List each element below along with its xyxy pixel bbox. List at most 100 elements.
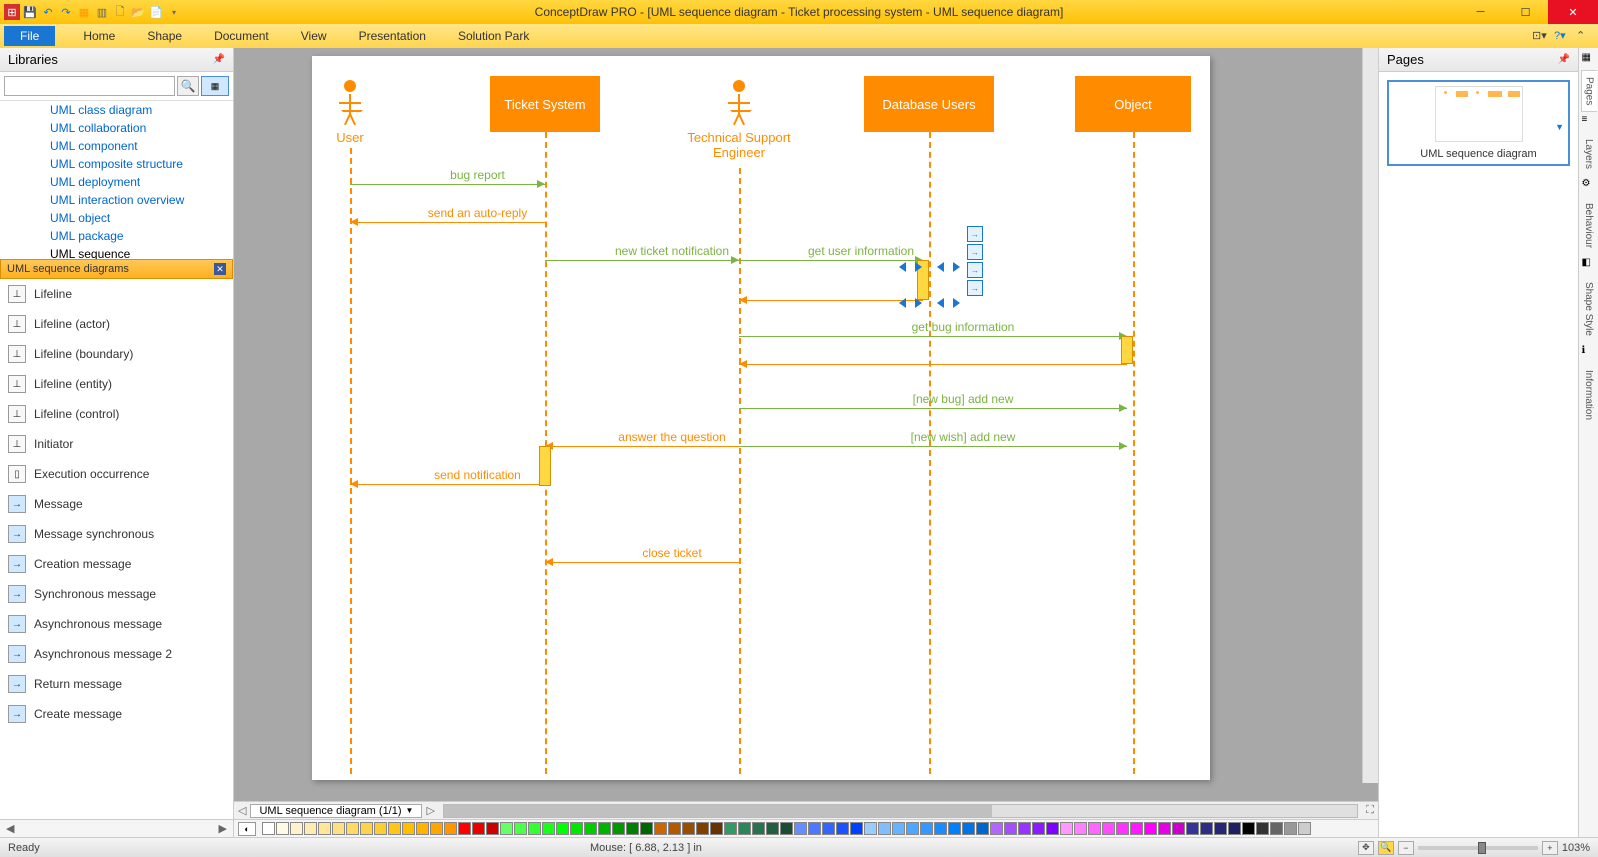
color-swatch[interactable] <box>864 822 877 835</box>
color-swatch[interactable] <box>1228 822 1241 835</box>
shape-item[interactable]: →Creation message <box>0 549 233 579</box>
color-swatch[interactable] <box>906 822 919 835</box>
color-swatch[interactable] <box>598 822 611 835</box>
status-tool-2-icon[interactable]: 🔍 <box>1378 841 1394 855</box>
selection-handle-icon[interactable]: → <box>967 244 983 260</box>
library-close-icon[interactable]: ✕ <box>214 263 226 275</box>
message-line[interactable] <box>350 484 545 485</box>
undo-icon[interactable]: ↶ <box>40 4 56 20</box>
selection-arrow-icon[interactable] <box>915 298 922 308</box>
selection-handle-icon[interactable]: → <box>967 226 983 242</box>
color-swatch[interactable] <box>794 822 807 835</box>
color-swatch[interactable] <box>1284 822 1297 835</box>
message-line[interactable] <box>739 336 1127 337</box>
lifeline-actor[interactable]: Technical SupportEngineer <box>709 80 769 160</box>
color-swatch[interactable] <box>262 822 275 835</box>
color-swatch[interactable] <box>878 822 891 835</box>
color-swatch[interactable] <box>1018 822 1031 835</box>
save-icon[interactable]: 💾 <box>22 4 38 20</box>
shape-item[interactable]: →Return message <box>0 669 233 699</box>
color-swatch[interactable] <box>444 822 457 835</box>
color-swatch[interactable] <box>682 822 695 835</box>
shape-item[interactable]: →Asynchronous message <box>0 609 233 639</box>
color-swatch[interactable] <box>836 822 849 835</box>
page-tab-prev-icon[interactable]: ◁ <box>234 804 250 817</box>
color-swatch[interactable] <box>976 822 989 835</box>
app-icon[interactable]: ⊞ <box>4 4 20 20</box>
vertical-tab[interactable]: Pages <box>1581 70 1597 112</box>
shape-item[interactable]: ▯Execution occurrence <box>0 459 233 489</box>
canvas-page[interactable]: User Ticket System Technical SupportEngine… <box>312 56 1210 780</box>
color-swatch[interactable] <box>696 822 709 835</box>
menu-item[interactable]: Presentation <box>343 29 442 43</box>
message-line[interactable] <box>545 562 739 563</box>
color-swatch[interactable] <box>388 822 401 835</box>
message-line[interactable] <box>739 300 923 301</box>
color-swatch[interactable] <box>332 822 345 835</box>
library-tree-item[interactable]: UML package <box>0 227 233 245</box>
search-button[interactable]: 🔍 <box>177 76 199 96</box>
vertical-scrollbar[interactable] <box>1362 48 1378 783</box>
page-tab[interactable]: UML sequence diagram (1/1) ▼ <box>250 804 422 818</box>
library-tree-item[interactable]: UML collaboration <box>0 119 233 137</box>
color-swatch[interactable] <box>346 822 359 835</box>
shape-item[interactable]: →Asynchronous message 2 <box>0 639 233 669</box>
color-swatch[interactable] <box>948 822 961 835</box>
message-line[interactable] <box>739 260 923 261</box>
color-swatch[interactable] <box>752 822 765 835</box>
window-restore-icon[interactable]: ⊡▾ <box>1532 29 1546 43</box>
vertical-tab[interactable]: Behaviour <box>1580 196 1597 255</box>
color-swatch[interactable] <box>472 822 485 835</box>
vertical-tab[interactable]: Layers <box>1580 132 1597 176</box>
selection-handle-icon[interactable]: → <box>967 262 983 278</box>
thumbnail-dropdown-icon[interactable]: ▼ <box>1555 122 1564 132</box>
color-swatch[interactable] <box>738 822 751 835</box>
lifeline-actor[interactable]: User <box>320 80 380 145</box>
color-swatch[interactable] <box>528 822 541 835</box>
selection-arrow-icon[interactable] <box>899 262 906 272</box>
color-swatch[interactable] <box>430 822 443 835</box>
color-swatch[interactable] <box>1074 822 1087 835</box>
message-line[interactable] <box>545 446 739 447</box>
color-swatch[interactable] <box>654 822 667 835</box>
color-swatch[interactable] <box>892 822 905 835</box>
lifeline-object[interactable]: Ticket System <box>490 76 600 132</box>
library-tree-item[interactable]: UML sequence <box>0 245 233 259</box>
color-swatch[interactable] <box>360 822 373 835</box>
shape-item[interactable]: ⊥Initiator <box>0 429 233 459</box>
color-swatch[interactable] <box>1046 822 1059 835</box>
color-swatch[interactable] <box>710 822 723 835</box>
pages-pin-icon[interactable]: 📌 <box>1558 54 1570 65</box>
color-swatch[interactable] <box>1256 822 1269 835</box>
color-swatch[interactable] <box>1130 822 1143 835</box>
shape-item[interactable]: ⊥Lifeline (entity) <box>0 369 233 399</box>
selection-arrow-icon[interactable] <box>915 262 922 272</box>
shape-item[interactable]: ⊥Lifeline (actor) <box>0 309 233 339</box>
library-tree-item[interactable]: UML deployment <box>0 173 233 191</box>
lifeline-object[interactable]: Object <box>1075 76 1191 132</box>
vertical-tab[interactable]: Shape Style <box>1580 275 1597 343</box>
lifeline-object[interactable]: Database Users <box>864 76 994 132</box>
menu-item[interactable]: Document <box>198 29 285 43</box>
selection-arrow-icon[interactable] <box>953 262 960 272</box>
open-icon[interactable]: 📂 <box>130 4 146 20</box>
color-swatch[interactable] <box>1298 822 1311 835</box>
fit-page-icon[interactable]: ⛶ <box>1362 804 1378 817</box>
color-swatch[interactable] <box>570 822 583 835</box>
message-line[interactable] <box>545 260 739 261</box>
library-search-input[interactable] <box>4 76 175 96</box>
color-swatch[interactable] <box>962 822 975 835</box>
library-tree-item[interactable]: UML component <box>0 137 233 155</box>
color-swatch[interactable] <box>1032 822 1045 835</box>
color-swatch[interactable] <box>990 822 1003 835</box>
color-swatch[interactable] <box>1172 822 1185 835</box>
color-swatch[interactable] <box>1116 822 1129 835</box>
library-prev-icon[interactable]: ◀ <box>6 822 14 835</box>
color-swatch[interactable] <box>584 822 597 835</box>
color-swatch[interactable] <box>934 822 947 835</box>
color-swatch[interactable] <box>808 822 821 835</box>
view-toggle-button[interactable]: ▦ <box>201 76 229 96</box>
color-swatch[interactable] <box>822 822 835 835</box>
color-swatch[interactable] <box>318 822 331 835</box>
message-line[interactable] <box>350 184 545 185</box>
